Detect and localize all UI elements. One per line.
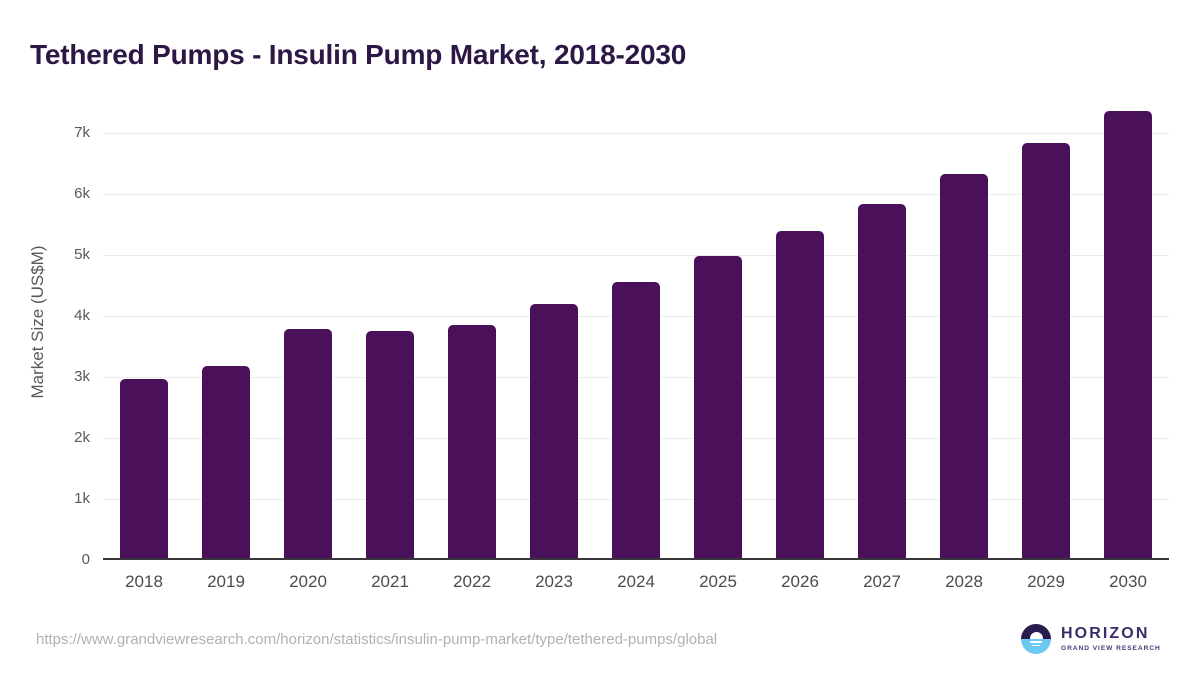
gridline-6k	[103, 194, 1169, 195]
y-tick-label-2k: 2k	[74, 429, 90, 447]
source-url-text: https://www.grandviewresearch.com/horizo…	[36, 631, 718, 648]
bar-2019	[202, 366, 250, 560]
y-tick-label-5k: 5k	[74, 246, 90, 264]
x-tick-label-2022: 2022	[453, 572, 491, 591]
gridline-5k	[103, 255, 1169, 256]
x-tick-label-2019: 2019	[207, 572, 245, 591]
x-tick-label-2029: 2029	[1027, 572, 1065, 591]
bar-2023	[530, 304, 578, 560]
bar-2026	[776, 231, 824, 560]
logo-brand-name: HORIZON	[1061, 625, 1150, 642]
x-tick-label-2023: 2023	[535, 572, 573, 591]
logo-ripple-line	[1030, 641, 1042, 643]
x-tick-label-2024: 2024	[617, 572, 655, 591]
logo-sun-shape	[1029, 632, 1043, 639]
x-axis-line	[103, 558, 1169, 560]
x-tick-label-2025: 2025	[699, 572, 737, 591]
x-tick-label-2018: 2018	[125, 572, 163, 591]
y-tick-label-4k: 4k	[74, 307, 90, 325]
y-axis-title: Market Size (US$M)	[28, 245, 47, 399]
bar-2030	[1104, 111, 1152, 560]
x-tick-label-2030: 2030	[1109, 572, 1147, 591]
chart-title: Tethered Pumps - Insulin Pump Market, 20…	[30, 38, 687, 70]
logo-circle-bottom-half	[1021, 639, 1051, 654]
x-tick-label-2026: 2026	[781, 572, 819, 591]
x-tick-label-2020: 2020	[289, 572, 327, 591]
logo-text-block: HORIZON GRAND VIEW RESEARCH	[1061, 625, 1161, 653]
y-tick-label-1k: 1k	[74, 490, 90, 508]
y-tick-label-3k: 3k	[74, 368, 90, 386]
y-tick-label-6k: 6k	[74, 185, 90, 203]
bar-2024	[612, 282, 660, 560]
bar-2028	[940, 174, 988, 560]
bar-2021	[366, 331, 414, 560]
y-tick-label-0: 0	[81, 551, 90, 569]
bar-2025	[694, 256, 742, 560]
logo-subtitle: GRAND VIEW RESEARCH	[1061, 645, 1161, 652]
y-tick-label-7k: 7k	[74, 124, 90, 142]
logo-ripple-line	[1032, 644, 1040, 646]
bar-2027	[858, 204, 906, 560]
bar-2018	[120, 379, 168, 560]
horizon-logo: HORIZON GRAND VIEW RESEARCH	[1021, 624, 1181, 660]
bar-2022	[448, 325, 496, 560]
x-tick-label-2027: 2027	[863, 572, 901, 591]
x-tick-label-2021: 2021	[371, 572, 409, 591]
bar-2029	[1022, 143, 1070, 560]
gridline-7k	[103, 133, 1169, 134]
logo-circle-top-half	[1021, 624, 1051, 639]
bar-2020	[284, 329, 332, 560]
x-tick-label-2028: 2028	[945, 572, 983, 591]
horizon-sunrise-icon	[1021, 624, 1051, 654]
